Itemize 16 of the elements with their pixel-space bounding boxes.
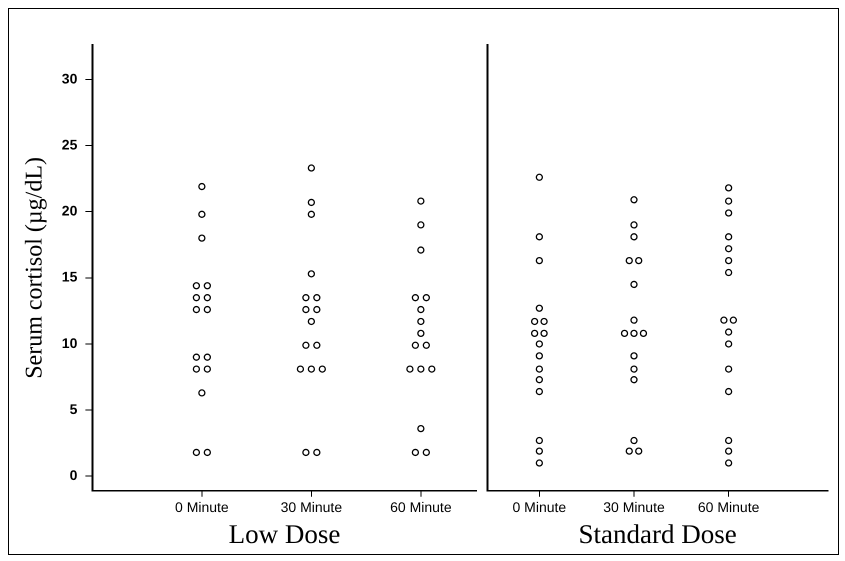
x-axis-title: Standard Dose [578,518,737,549]
y-axis-title: Serum cortisol (µg/dL) [22,157,48,379]
x-tick-label: 60 Minute [698,499,760,516]
x-tick-label: 30 Minute [603,499,665,516]
y-tick-label: 25 [62,136,78,152]
y-tick-label: 20 [62,202,78,219]
y-tick-label: 5 [70,400,78,417]
x-tick-label: 30 Minute [280,499,342,516]
x-tick-label: 0 Minute [512,499,566,516]
y-tick-label: 10 [62,334,78,351]
y-tick-label: 0 [70,467,78,484]
x-tick-label: 60 Minute [390,499,452,516]
x-axis-title: Low Dose [228,518,340,549]
x-tick-label: 0 Minute [175,499,229,516]
y-tick-label: 30 [62,70,78,86]
y-tick-label: 15 [62,268,78,285]
